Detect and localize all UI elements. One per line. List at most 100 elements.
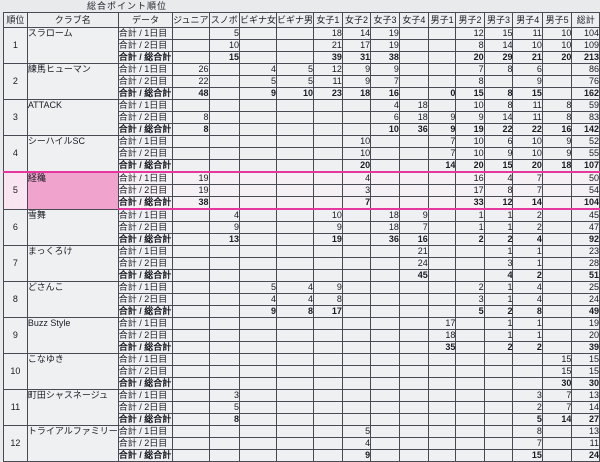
score-cell bbox=[313, 135, 343, 148]
table-row: 合計 / 2日目 4 7 11 bbox=[4, 437, 600, 450]
score-cell: 15 bbox=[455, 87, 485, 100]
score-cell bbox=[455, 365, 485, 378]
score-cell bbox=[455, 269, 485, 282]
score-cell bbox=[275, 353, 315, 366]
data-label-cell: 合計 / 総合計 bbox=[117, 159, 174, 173]
score-cell bbox=[172, 365, 210, 378]
rank-cell: 4 bbox=[3, 135, 28, 173]
score-cell bbox=[208, 437, 240, 450]
score-cell bbox=[427, 171, 457, 185]
score-cell: 11 bbox=[313, 75, 343, 88]
score-cell bbox=[370, 245, 400, 258]
data-label-cell: 合計 / 2日目 bbox=[117, 75, 174, 88]
score-cell: 8 bbox=[313, 293, 343, 306]
score-cell bbox=[455, 413, 485, 426]
score-cell: 9 bbox=[398, 208, 429, 222]
score-cell: 7 bbox=[541, 389, 573, 402]
score-cell: 5 bbox=[238, 281, 277, 294]
score-cell bbox=[370, 281, 400, 294]
score-cell bbox=[275, 437, 315, 450]
score-cell: 16 bbox=[370, 87, 400, 100]
score-cell bbox=[455, 317, 485, 330]
score-cell bbox=[275, 425, 315, 438]
score-cell bbox=[208, 63, 240, 76]
score-cell: 39 bbox=[571, 341, 600, 354]
score-cell bbox=[238, 135, 277, 148]
score-cell: 19 bbox=[370, 27, 400, 40]
score-cell bbox=[341, 281, 372, 294]
data-label-cell: 合計 / 総合計 bbox=[117, 269, 174, 282]
score-cell bbox=[275, 171, 315, 185]
table-row: 10 こなゆき 合計 / 1日目 15 15 bbox=[3, 353, 600, 390]
table-row: 5 経穐 合計 / 1日目 19 4 16 4 7 50 bbox=[3, 171, 600, 210]
score-cell bbox=[275, 245, 315, 258]
score-cell bbox=[398, 425, 429, 438]
score-cell: 10 bbox=[275, 87, 315, 100]
score-cell: 4 bbox=[275, 293, 315, 306]
club-name-cell: 練馬ヒューマン bbox=[26, 63, 119, 100]
score-cell: 11 bbox=[571, 437, 600, 450]
score-cell bbox=[275, 196, 315, 210]
score-cell bbox=[427, 437, 457, 450]
score-cell bbox=[341, 293, 372, 306]
score-cell bbox=[238, 413, 277, 426]
score-cell bbox=[275, 401, 315, 414]
score-cell: 109 bbox=[571, 39, 600, 52]
score-cell bbox=[398, 305, 429, 318]
score-cell bbox=[172, 269, 210, 282]
rank-cell: 5 bbox=[3, 171, 28, 210]
score-cell: 55 bbox=[571, 147, 600, 160]
score-cell bbox=[275, 449, 315, 462]
score-cell: 8 bbox=[455, 39, 485, 52]
score-cell bbox=[541, 171, 573, 185]
score-cell bbox=[208, 75, 240, 88]
score-cell bbox=[172, 233, 210, 246]
score-cell: 1 bbox=[483, 329, 514, 342]
score-cell bbox=[427, 425, 457, 438]
score-cell: 2 bbox=[455, 281, 485, 294]
score-cell bbox=[541, 257, 573, 270]
score-cell: 142 bbox=[571, 123, 600, 136]
score-cell bbox=[341, 305, 372, 318]
score-cell bbox=[427, 413, 457, 426]
score-cell: 4 bbox=[275, 281, 315, 294]
score-cell: 2 bbox=[512, 269, 543, 282]
table-row: 6 雪舞 合計 / 1日目 4 10 18 9 1 1 2 45 bbox=[3, 208, 600, 246]
score-cell: 7 bbox=[427, 135, 457, 148]
score-cell bbox=[455, 353, 485, 366]
column-header: 女子4 bbox=[398, 12, 429, 28]
table-row: 7 まっくろけ 合計 / 1日目 21 1 1 23 bbox=[3, 245, 600, 282]
score-cell bbox=[238, 208, 277, 222]
data-label-cell: 合計 / 2日目 bbox=[117, 329, 174, 342]
data-label-cell: 合計 / 2日目 bbox=[117, 257, 174, 270]
score-cell bbox=[238, 171, 277, 185]
score-cell bbox=[238, 449, 277, 462]
score-cell: 9 bbox=[313, 281, 343, 294]
score-cell bbox=[172, 377, 210, 390]
club-name-cell: トライアルファミリー bbox=[26, 425, 119, 462]
score-cell: 50 bbox=[571, 171, 600, 185]
score-cell: 2 bbox=[512, 221, 543, 234]
column-header: データ bbox=[117, 12, 174, 28]
table-header: 順位 クラブ名 データ ジュニア スノボ ビギナ女 ビギナ男 女子1 女子2 女子3 女子4 男子1 男… bbox=[3, 12, 600, 28]
score-cell: 5 bbox=[455, 305, 485, 318]
score-cell bbox=[172, 317, 210, 330]
club-name-cell: 経穐 bbox=[26, 171, 119, 210]
score-cell: 30 bbox=[541, 377, 573, 390]
score-cell: 52 bbox=[571, 135, 600, 148]
column-header: 男子3 bbox=[483, 12, 514, 28]
score-cell: 2 bbox=[512, 341, 543, 354]
score-cell: 4 bbox=[341, 437, 372, 450]
score-cell bbox=[370, 305, 400, 318]
score-cell bbox=[313, 377, 343, 390]
score-cell: 9 bbox=[370, 63, 400, 76]
table-row: 合計 / 2日目 19 3 17 8 7 54 bbox=[4, 184, 600, 197]
score-cell: 9 bbox=[341, 449, 372, 462]
table-row: 合計 / 2日目 24 3 1 28 bbox=[4, 257, 600, 270]
score-cell bbox=[398, 389, 429, 402]
score-cell bbox=[313, 159, 343, 173]
score-cell bbox=[313, 171, 343, 185]
score-cell: 5 bbox=[208, 401, 240, 414]
club-name-cell: こなゆき bbox=[26, 353, 119, 390]
data-label-cell: 合計 / 総合計 bbox=[117, 87, 174, 100]
